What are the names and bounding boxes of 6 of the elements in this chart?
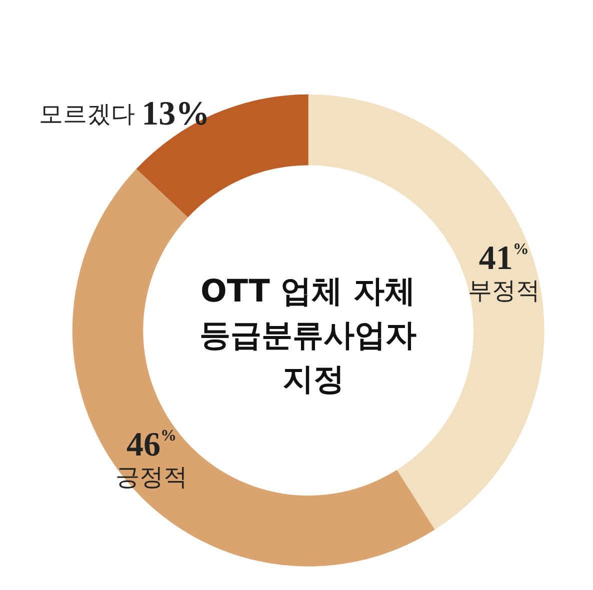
slice-label: 부정적 <box>468 276 540 305</box>
data-label: 41% <box>478 240 529 278</box>
data-label: 46% <box>126 426 176 464</box>
data-label: 13% <box>142 95 210 132</box>
text: OTT 업체 자체 등급분류사업자 지정 <box>199 273 428 398</box>
slice-label: 모르겠다 <box>38 100 135 128</box>
